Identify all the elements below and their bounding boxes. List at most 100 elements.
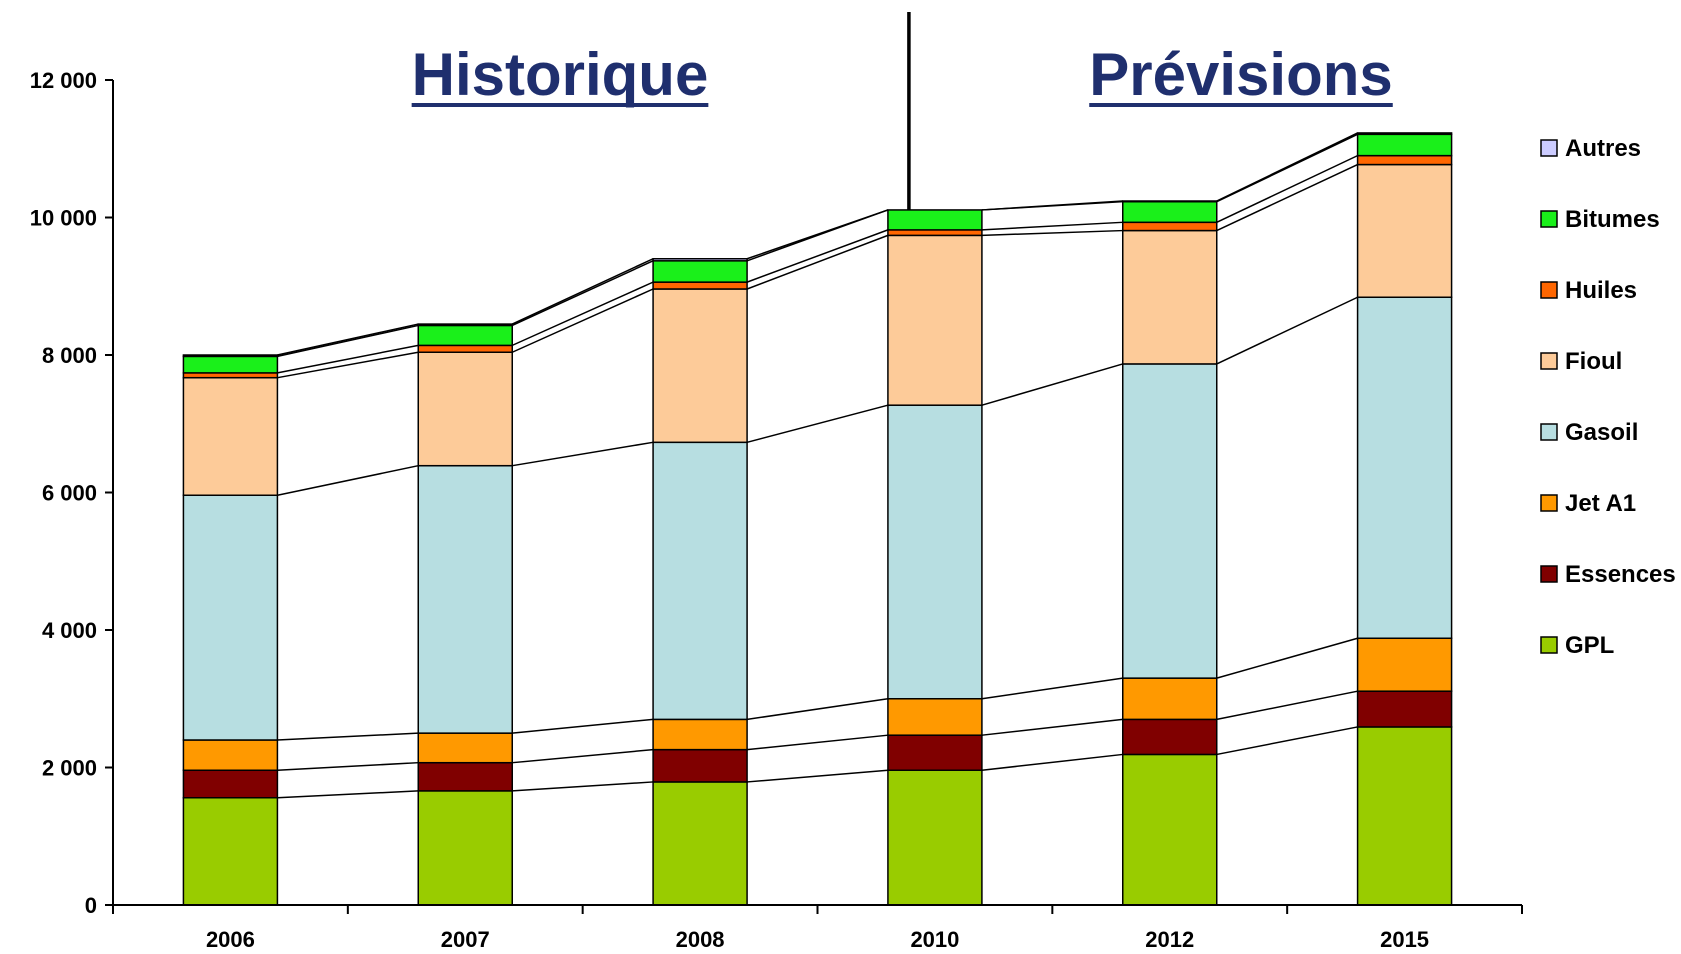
legend-swatch-huiles bbox=[1540, 281, 1558, 299]
bar-bitumes-2008 bbox=[652, 260, 748, 283]
y-tick-label: 4 000 bbox=[42, 618, 97, 643]
x-tick-label-2006: 2006 bbox=[206, 927, 255, 952]
bar-autres-2006 bbox=[182, 354, 279, 358]
connector-line-huiles bbox=[1216, 154, 1358, 223]
legend-label-huiles: Huiles bbox=[1565, 277, 1637, 304]
bar-gasoil-2007 bbox=[417, 464, 513, 734]
connector-line-autres bbox=[1216, 132, 1358, 202]
bar-huiles-2008 bbox=[652, 281, 748, 290]
bar-fioul-2015 bbox=[1356, 163, 1453, 298]
legend-label-fioul: Fioul bbox=[1565, 348, 1622, 375]
connector-line-fioul bbox=[277, 351, 419, 379]
bar-bitumes-2015 bbox=[1356, 133, 1453, 157]
bar-stacks bbox=[182, 132, 1453, 906]
legend-swatch-autres bbox=[1540, 139, 1558, 157]
connector-line-bitumes bbox=[511, 260, 654, 327]
connector-line-bitumes bbox=[277, 324, 419, 358]
connector-line-huiles bbox=[746, 229, 889, 283]
connector-line-jet-a1 bbox=[512, 718, 654, 734]
legend-label-essences: Essences bbox=[1565, 561, 1676, 588]
bar-essences-2012 bbox=[1122, 718, 1218, 756]
connector-line-essences bbox=[277, 761, 419, 771]
bar-huiles-2015 bbox=[1356, 154, 1453, 166]
bar-autres-2015 bbox=[1356, 132, 1453, 136]
y-tick-label: 2 000 bbox=[42, 756, 97, 781]
connector-line-gasoil bbox=[981, 363, 1123, 406]
legend-label-jet-a1: Jet A1 bbox=[1565, 490, 1636, 517]
connector-line-jet-a1 bbox=[277, 732, 419, 741]
bar-gpl-2012 bbox=[1122, 753, 1218, 906]
connector-line-autres bbox=[746, 209, 889, 260]
legend-label-bitumes: Bitumes bbox=[1565, 206, 1660, 233]
legend-swatch-fioul bbox=[1540, 352, 1558, 370]
connector-line-gpl bbox=[1216, 726, 1358, 756]
x-tick-label-2010: 2010 bbox=[910, 927, 959, 952]
y-tick-label: 8 000 bbox=[42, 343, 97, 368]
bar-bitumes-2010 bbox=[887, 209, 983, 231]
legend-swatch-essences bbox=[1540, 565, 1558, 583]
bar-gpl-2015 bbox=[1356, 726, 1453, 906]
connector-line-jet-a1 bbox=[746, 698, 889, 721]
bar-essences-2008 bbox=[652, 748, 748, 783]
legend-label-gpl: GPL bbox=[1565, 632, 1614, 659]
bar-fioul-2007 bbox=[417, 351, 513, 467]
connector-line-autres bbox=[277, 323, 419, 356]
series-connector-lines bbox=[277, 132, 1358, 799]
bar-jet-a1-2015 bbox=[1356, 637, 1453, 692]
y-tick-label: 12 000 bbox=[30, 68, 97, 93]
heading-previsions: Prévisions bbox=[1089, 41, 1393, 108]
legend-label-gasoil: Gasoil bbox=[1565, 419, 1638, 446]
connector-line-essences bbox=[981, 718, 1123, 736]
y-tick-label: 6 000 bbox=[42, 481, 97, 506]
bar-fioul-2012 bbox=[1122, 229, 1218, 365]
bar-essences-2006 bbox=[182, 769, 279, 799]
connector-line-jet-a1 bbox=[1216, 637, 1358, 679]
connector-line-gpl bbox=[981, 753, 1123, 771]
bar-fioul-2008 bbox=[652, 288, 748, 444]
connector-line-gpl bbox=[512, 781, 654, 792]
bar-huiles-2010 bbox=[887, 229, 983, 237]
bar-gpl-2010 bbox=[887, 769, 983, 906]
bar-jet-a1-2010 bbox=[887, 698, 983, 736]
connector-line-gasoil bbox=[746, 404, 889, 444]
bar-bitumes-2007 bbox=[417, 324, 513, 347]
connector-line-fioul bbox=[511, 288, 654, 353]
bar-essences-2010 bbox=[887, 734, 983, 771]
connector-line-fioul bbox=[981, 229, 1123, 237]
connector-line-huiles bbox=[277, 344, 419, 374]
x-tick-label-2007: 2007 bbox=[441, 927, 490, 952]
bar-autres-2007 bbox=[417, 323, 513, 327]
connector-line-gasoil bbox=[512, 441, 654, 467]
bar-autres-2012 bbox=[1122, 200, 1218, 203]
axes: 0 2 000 4 000 6 000 8 000 10 000 12 000 2006 200… bbox=[30, 68, 1523, 952]
legend-swatch-gasoil bbox=[1540, 423, 1558, 441]
connector-line-huiles bbox=[511, 281, 654, 347]
connector-line-gasoil bbox=[1216, 296, 1358, 365]
connector-line-fioul bbox=[746, 234, 889, 290]
x-tick-label-2012: 2012 bbox=[1145, 927, 1194, 952]
x-tick-label-2015: 2015 bbox=[1380, 927, 1429, 952]
bar-fioul-2010 bbox=[887, 234, 983, 406]
bar-jet-a1-2008 bbox=[652, 718, 748, 751]
connector-line-essences bbox=[747, 734, 888, 751]
bar-autres-2008 bbox=[652, 258, 748, 262]
bar-bitumes-2006 bbox=[182, 355, 279, 374]
bar-essences-2015 bbox=[1356, 690, 1453, 728]
bar-gasoil-2015 bbox=[1356, 296, 1453, 639]
x-tick-label-2008: 2008 bbox=[676, 927, 725, 952]
bar-gasoil-2006 bbox=[182, 494, 279, 741]
bar-gasoil-2010 bbox=[887, 404, 983, 700]
bar-fioul-2006 bbox=[182, 376, 279, 496]
bar-gasoil-2008 bbox=[652, 441, 748, 721]
y-tick-label: 0 bbox=[85, 893, 97, 918]
legend-swatch-bitumes bbox=[1540, 210, 1558, 228]
connector-line-essences bbox=[1216, 690, 1358, 721]
heading-historique: Historique bbox=[412, 41, 709, 108]
bar-jet-a1-2006 bbox=[182, 739, 279, 771]
bar-jet-a1-2007 bbox=[417, 732, 513, 764]
connector-line-autres bbox=[981, 200, 1123, 211]
bar-gpl-2008 bbox=[652, 781, 748, 906]
legend-swatch-gpl bbox=[1540, 636, 1558, 654]
bar-jet-a1-2012 bbox=[1122, 677, 1218, 721]
